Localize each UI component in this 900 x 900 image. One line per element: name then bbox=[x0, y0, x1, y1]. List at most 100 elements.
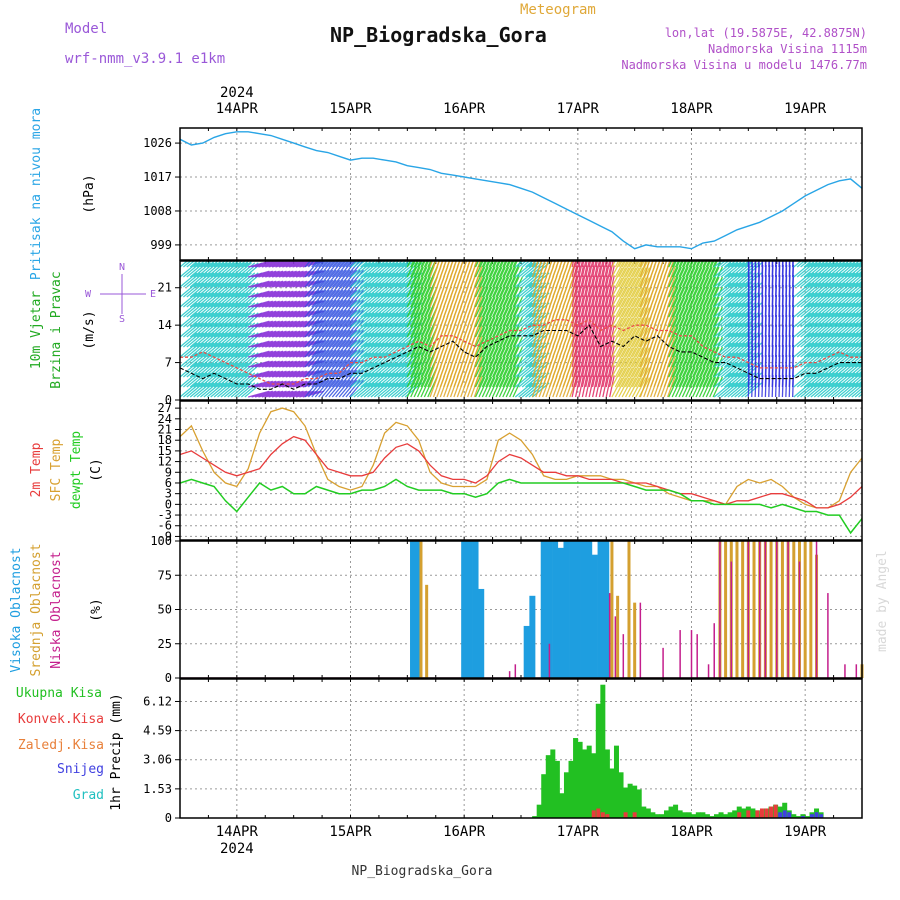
wind-arrow bbox=[571, 355, 578, 378]
wind-arrow bbox=[292, 350, 314, 358]
wind-arrow bbox=[678, 346, 689, 368]
wind-arrow bbox=[363, 342, 382, 358]
wind-arrow bbox=[820, 342, 839, 358]
wind-arrow bbox=[618, 267, 630, 288]
wind-arrow bbox=[230, 282, 249, 298]
wind-arrow bbox=[356, 372, 375, 388]
wind-arrow bbox=[331, 359, 347, 378]
wind-arrow bbox=[810, 292, 829, 308]
wind-arrow bbox=[360, 272, 379, 288]
elevation-label: Nadmorska Visina 1115m bbox=[708, 42, 867, 56]
wind-arrow bbox=[514, 302, 533, 318]
wind-arrow bbox=[416, 276, 428, 298]
wind-arrow bbox=[230, 352, 249, 368]
wind-arrow bbox=[681, 356, 693, 378]
wind-arrow bbox=[416, 376, 428, 398]
cloud-low-bar bbox=[608, 593, 611, 678]
wind-arrow bbox=[196, 272, 215, 288]
wind-arrow bbox=[180, 272, 198, 288]
wind-arrow bbox=[213, 261, 223, 268]
wind-arrow bbox=[335, 329, 351, 348]
wind-arrow bbox=[328, 339, 344, 358]
wind-arrow bbox=[420, 276, 431, 298]
wind-arrow bbox=[234, 352, 252, 368]
wind-arrow bbox=[720, 372, 739, 388]
precip-total-bar bbox=[559, 793, 565, 818]
wind-arrow bbox=[314, 279, 330, 298]
wind-arrow bbox=[555, 261, 560, 268]
wind-arrow bbox=[674, 316, 686, 338]
wind-arrow bbox=[618, 327, 630, 348]
compass-e: E bbox=[150, 289, 156, 300]
wind-arrow bbox=[591, 365, 598, 388]
wind-arrow bbox=[237, 302, 256, 318]
wind-arrow bbox=[681, 376, 693, 398]
cloud-low-bar bbox=[690, 630, 693, 678]
wind-arrow bbox=[502, 376, 513, 398]
wind-arrow bbox=[220, 322, 239, 338]
wind-arrow bbox=[307, 279, 324, 298]
wind-arrow bbox=[588, 345, 595, 368]
wind-arrow bbox=[278, 280, 301, 288]
wind-arrow bbox=[311, 299, 327, 318]
wind-arrow bbox=[631, 337, 644, 358]
wind-arrow bbox=[261, 320, 284, 328]
wind-arrow bbox=[220, 282, 239, 298]
wind-arrow bbox=[200, 372, 218, 388]
panel-precipitation: 01.533.064.596.12 bbox=[143, 678, 863, 825]
wind-arrow bbox=[230, 262, 249, 278]
wind-arrow bbox=[602, 285, 609, 308]
wind-arrow bbox=[730, 352, 749, 368]
wind-arrow bbox=[628, 277, 640, 298]
wind-arrow bbox=[223, 372, 242, 388]
wind-arrow bbox=[338, 289, 354, 308]
day-label-top: 18APR bbox=[670, 101, 713, 117]
wind-arrow bbox=[314, 309, 330, 328]
wind-arrow bbox=[720, 272, 739, 288]
wind-arrow bbox=[635, 287, 647, 308]
wind-arrow bbox=[223, 312, 242, 328]
wind-arrow bbox=[416, 336, 428, 358]
wind-arrow bbox=[502, 261, 507, 268]
wind-arrow bbox=[356, 302, 375, 318]
wind-arrow bbox=[837, 292, 856, 308]
wind-arrow bbox=[410, 356, 421, 378]
wind-arrow bbox=[234, 322, 252, 338]
wind-arrow bbox=[598, 305, 605, 328]
wind-arrow bbox=[186, 362, 205, 378]
wind-arrow bbox=[488, 306, 500, 328]
wind-arrow bbox=[502, 266, 513, 288]
wind-arrow bbox=[258, 360, 280, 368]
wind-arrow bbox=[268, 390, 291, 398]
wind-arrow bbox=[702, 336, 713, 358]
wind-arrow bbox=[321, 379, 337, 398]
wind-arrow bbox=[353, 282, 372, 298]
wind-arrow bbox=[335, 309, 351, 328]
wind-arrow bbox=[611, 297, 623, 318]
wind-arrow bbox=[180, 262, 198, 278]
wind-arrow bbox=[370, 352, 389, 368]
wind-arrow bbox=[254, 310, 277, 318]
wind-arrow bbox=[668, 366, 679, 388]
wind-arrow bbox=[314, 261, 330, 278]
wind-arrow bbox=[635, 317, 647, 338]
wind-arrow bbox=[495, 296, 506, 318]
wind-arrow bbox=[261, 290, 284, 298]
wind-arrow bbox=[206, 312, 225, 328]
wind-arrow bbox=[481, 296, 493, 318]
wind-arrow bbox=[367, 261, 376, 268]
wind-arrow bbox=[265, 270, 287, 278]
cloud-low-bar bbox=[798, 561, 801, 678]
wind-arrow bbox=[671, 336, 683, 358]
wind-arrow bbox=[611, 327, 623, 348]
wind-arrow bbox=[261, 300, 284, 308]
wind-arrow bbox=[796, 312, 815, 328]
wind-arrow bbox=[335, 339, 351, 358]
wind-arrow bbox=[581, 261, 585, 268]
wind-arrow bbox=[581, 285, 588, 308]
wind-arrow bbox=[713, 302, 732, 318]
wind-arrow bbox=[841, 372, 859, 388]
wind-arrow bbox=[180, 312, 198, 328]
wind-arrow bbox=[591, 261, 597, 278]
wind-arrow bbox=[186, 372, 205, 388]
